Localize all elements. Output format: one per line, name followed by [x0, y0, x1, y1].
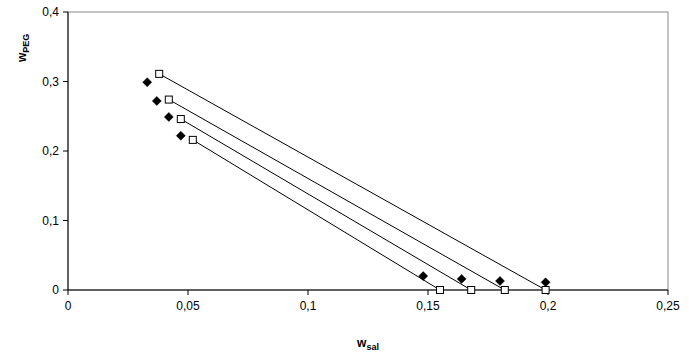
square-point: [156, 70, 163, 77]
square-point: [437, 287, 444, 294]
y-tick-label: 0,1: [42, 214, 59, 228]
y-tick: [63, 220, 68, 221]
x-tick: [188, 290, 189, 295]
x-tick-label: 0,2: [540, 299, 557, 313]
y-tick: [63, 290, 68, 291]
x-tick-label: 0,25: [656, 299, 680, 313]
x-tick-label: 0,15: [416, 299, 440, 313]
y-tick-label: 0,3: [42, 75, 59, 89]
y-axis-label: wPEG: [15, 34, 31, 63]
x-axis: [68, 290, 668, 291]
y-tick-label: 0,4: [42, 5, 59, 19]
square-point: [501, 287, 508, 294]
chart: 0 0,05 0,1 0,15 0,2 0,25 0 0,1 0,2 0,3 0,4 wsal wPEG: [0, 0, 689, 363]
y-tick: [63, 12, 68, 13]
diamond-point: [457, 274, 466, 283]
square-point: [542, 287, 549, 294]
diamond-point: [176, 131, 185, 140]
tie-line: [193, 140, 440, 290]
plot-frame: [68, 12, 668, 290]
x-tick: [308, 290, 309, 295]
y-tick: [63, 81, 68, 82]
square-point: [165, 96, 172, 103]
x-axis-label: wsal: [356, 336, 379, 352]
tie-line: [181, 119, 471, 290]
square-point: [468, 287, 475, 294]
tie-line: [159, 74, 545, 290]
y-tick-label: 0: [52, 283, 59, 297]
tie-line: [169, 100, 505, 290]
y-tick-label: 0,2: [42, 144, 59, 158]
diamond-point: [496, 276, 505, 285]
y-tick: [63, 151, 68, 152]
x-tick-label: 0,05: [176, 299, 200, 313]
square-point: [177, 116, 184, 123]
plot-marks: [143, 70, 550, 293]
diamond-point: [143, 78, 152, 87]
x-tick-label: 0: [65, 299, 72, 313]
diamond-point: [152, 96, 161, 105]
x-tick: [428, 290, 429, 295]
diamond-point: [419, 272, 428, 281]
diamond-point: [541, 278, 550, 287]
x-tick: [668, 290, 669, 295]
diamond-point: [164, 112, 173, 121]
x-tick-label: 0,1: [300, 299, 317, 313]
square-point: [189, 136, 196, 143]
x-tick: [68, 290, 69, 295]
